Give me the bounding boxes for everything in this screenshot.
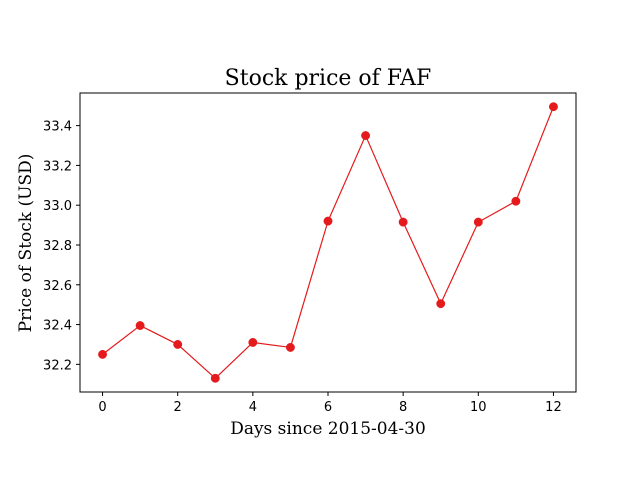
- data-point: [361, 131, 371, 141]
- y-tick-label: 33.2: [43, 159, 72, 174]
- plot-area: 32.2 32.4 32.6 32.8 33.0 33.2 33.4 0 2 4 6 8 10 12: [43, 92, 577, 415]
- data-point: [173, 340, 183, 349]
- axes-frame: [79, 92, 577, 393]
- data-point: [473, 217, 483, 227]
- x-axis-label: Days since 2015-04-30: [230, 419, 426, 439]
- x-tick-label: 6: [324, 400, 332, 415]
- y-tick-label: 32.6: [43, 279, 72, 294]
- x-axis-ticks: 0 2 4 6 8 10 12: [98, 392, 562, 415]
- data-point: [436, 299, 446, 309]
- chart-title: Stock price of FAF: [225, 66, 432, 91]
- x-tick-label: 12: [545, 400, 562, 415]
- data-point: [323, 216, 333, 226]
- y-tick-label: 32.8: [43, 239, 72, 254]
- x-tick-label: 4: [249, 400, 257, 415]
- y-axis-label: Price of Stock (USD): [16, 154, 36, 333]
- x-tick-label: 10: [470, 400, 487, 415]
- y-axis-ticks: 32.2 32.4 32.6 32.8 33.0 33.2 33.4: [43, 120, 80, 373]
- data-point: [285, 342, 295, 352]
- y-tick-label: 33.4: [43, 120, 72, 135]
- data-point: [248, 338, 258, 347]
- x-tick-label: 8: [399, 400, 407, 415]
- y-tick-label: 33.0: [43, 199, 72, 214]
- data-point: [210, 373, 220, 383]
- data-point: [549, 102, 558, 112]
- data-point: [398, 217, 408, 227]
- data-point: [98, 349, 107, 359]
- y-tick-label: 32.2: [43, 358, 72, 373]
- data-point: [135, 321, 145, 331]
- x-tick-label: 0: [98, 400, 106, 415]
- data-point: [511, 196, 521, 206]
- y-tick-label: 32.4: [43, 319, 72, 334]
- x-tick-label: 2: [174, 400, 182, 415]
- series-layer: [98, 102, 558, 383]
